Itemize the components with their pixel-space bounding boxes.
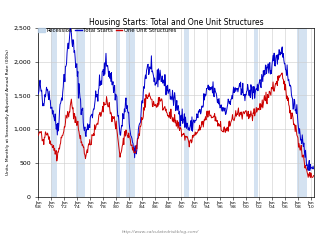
Bar	[76, 28, 85, 197]
Text: http://www.calculatedriskblog.com/: http://www.calculatedriskblog.com/	[121, 230, 199, 234]
Legend: Recession, Total Starts, One Unit Structures: Recession, Total Starts, One Unit Struct…	[38, 28, 176, 33]
Title: Housing Starts: Total and One Unit Structures: Housing Starts: Total and One Unit Struc…	[89, 18, 263, 27]
Y-axis label: Units, Monthly at Seasonally Adjusted Annual Rate (000s): Units, Monthly at Seasonally Adjusted An…	[6, 49, 10, 175]
Bar	[184, 28, 189, 197]
Bar	[297, 28, 307, 197]
Bar	[51, 28, 57, 197]
Bar	[253, 28, 258, 197]
Bar	[116, 28, 119, 197]
Bar	[126, 28, 135, 197]
